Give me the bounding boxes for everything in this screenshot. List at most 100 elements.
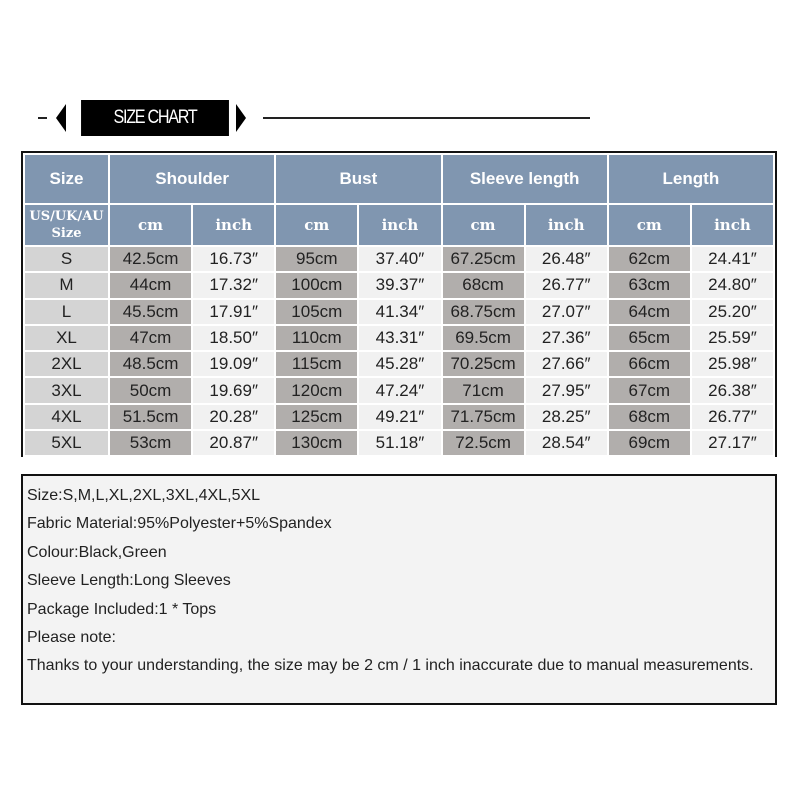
note-line: Size:S,M,L,XL,2XL,3XL,4XL,5XL — [27, 487, 261, 504]
size-cell: 2XL — [23, 350, 110, 379]
cm-cell: 115cm — [274, 350, 360, 379]
cm-cell: 72.5cm — [440, 429, 526, 458]
cm-cell: 67cm — [606, 376, 692, 405]
inch-cell: 25.98″ — [689, 350, 776, 379]
inch-cell: 51.18″ — [357, 429, 443, 458]
subheader-size-label: Size — [51, 226, 82, 241]
cm-cell: 110cm — [274, 323, 360, 353]
size-cell: M — [23, 271, 110, 300]
cm-cell: 53cm — [107, 429, 194, 458]
inch-cell: 16.73″ — [191, 244, 277, 274]
subheader-row: US/UK/AU Size cm inch cm inch cm inch cm … — [23, 203, 776, 247]
inch-cell: 27.66″ — [523, 350, 609, 379]
table-row: L 45.5cm 17.91″ 105cm 41.34″ 68.75cm 27.07″ 64c… — [23, 297, 776, 326]
cm-cell: 69cm — [606, 429, 692, 458]
inch-cell: 19.09″ — [191, 350, 277, 379]
inch-cell: 17.32″ — [191, 271, 277, 300]
cm-cell: 120cm — [274, 376, 360, 405]
cm-cell: 71.75cm — [440, 402, 526, 432]
inch-cell: 28.25″ — [523, 402, 609, 432]
cm-cell: 68cm — [606, 402, 692, 432]
inch-cell: 28.54″ — [523, 429, 609, 458]
inch-cell: 20.28″ — [191, 402, 277, 432]
inch-cell: 25.59″ — [689, 323, 776, 353]
note-line: Sleeve Length:Long Sleeves — [27, 572, 231, 590]
inch-cell: 24.41″ — [689, 244, 776, 274]
cm-cell: 69.5cm — [440, 323, 526, 353]
cm-cell: 65cm — [606, 323, 692, 353]
header-bust: Bust — [274, 153, 443, 205]
inch-cell: 26.77″ — [523, 271, 609, 300]
note-line: Fabric Material:95%Polyester+5%Spandex — [27, 515, 332, 533]
table-row: XL 47cm 18.50″ 110cm 43.31″ 69.5cm 27.36″ 65cm 2… — [23, 323, 776, 353]
cm-cell: 71cm — [440, 376, 526, 405]
inch-cell: 39.37″ — [357, 271, 443, 300]
subheader-cm: cm — [440, 203, 526, 247]
subheader-inch: inch — [523, 203, 609, 247]
inch-cell: 20.87″ — [191, 429, 277, 458]
size-chart-table: Size Shoulder Bust Sleeve length Length … — [21, 151, 777, 458]
subheader-cm: cm — [606, 203, 692, 247]
table-body: S 42.5cm 16.73″ 95cm 37.40″ 67.25cm 26.48″ 62cm… — [23, 244, 776, 458]
inch-cell: 25.20″ — [689, 297, 776, 326]
inch-cell: 27.07″ — [523, 297, 609, 326]
subheader-inch: inch — [191, 203, 277, 247]
table-row: M 44cm 17.32″ 100cm 39.37″ 68cm 26.77″ 63cm 24.8… — [23, 271, 776, 300]
cm-cell: 130cm — [274, 429, 360, 458]
inch-cell: 26.77″ — [689, 402, 776, 432]
cm-cell: 44cm — [107, 271, 194, 300]
cm-cell: 64cm — [606, 297, 692, 326]
subheader-size: US/UK/AU Size — [23, 203, 110, 247]
cm-cell: 62cm — [606, 244, 692, 274]
inch-cell: 24.80″ — [689, 271, 776, 300]
cm-cell: 48.5cm — [107, 350, 194, 379]
cm-cell: 100cm — [274, 271, 360, 300]
inch-cell: 26.48″ — [523, 244, 609, 274]
subheader-inch: inch — [689, 203, 776, 247]
header-shoulder: Shoulder — [107, 153, 277, 205]
inch-cell: 47.24″ — [357, 376, 443, 405]
cm-cell: 47cm — [107, 323, 194, 353]
note-line: Colour:Black,Green — [27, 543, 167, 561]
subheader-size-region: US/UK/AU — [29, 209, 104, 224]
header-length: Length — [606, 153, 776, 205]
inch-cell: 19.69″ — [191, 376, 277, 405]
cm-cell: 50cm — [107, 376, 194, 405]
table-row: S 42.5cm 16.73″ 95cm 37.40″ 67.25cm 26.48″ 62cm… — [23, 244, 776, 274]
banner-dash — [38, 117, 47, 119]
cm-cell: 68.75cm — [440, 297, 526, 326]
subheader-cm: cm — [107, 203, 194, 247]
inch-cell: 18.50″ — [191, 323, 277, 353]
table-row: 5XL 53cm 20.87″ 130cm 51.18″ 72.5cm 28.54″ 69cm… — [23, 429, 776, 458]
table-row: 2XL 48.5cm 19.09″ 115cm 45.28″ 70.25cm 27.66″ 6… — [23, 350, 776, 379]
cm-cell: 68cm — [440, 271, 526, 300]
subheader-cm: cm — [274, 203, 360, 247]
cm-cell: 66cm — [606, 350, 692, 379]
inch-cell: 27.95″ — [523, 376, 609, 405]
product-notes: Size:S,M,L,XL,2XL,3XL,4XL,5XL Fabric Mate… — [21, 474, 777, 705]
size-cell: 4XL — [23, 402, 110, 432]
inch-cell: 27.36″ — [523, 323, 609, 353]
cm-cell: 63cm — [606, 271, 692, 300]
table-row: 4XL 51.5cm 20.28″ 125cm 49.21″ 71.75cm 28.25″ 6… — [23, 402, 776, 432]
inch-cell: 41.34″ — [357, 297, 443, 326]
inch-cell: 37.40″ — [357, 244, 443, 274]
note-line: Please note: — [27, 628, 116, 646]
inch-cell: 49.21″ — [357, 402, 443, 432]
subheader-inch: inch — [357, 203, 443, 247]
size-chart-banner: SIZE CHART — [81, 100, 229, 136]
inch-cell: 27.17″ — [689, 429, 776, 458]
inch-cell: 17.91″ — [191, 297, 277, 326]
table-row: 3XL 50cm 19.69″ 120cm 47.24″ 71cm 27.95″ 67cm 26… — [23, 376, 776, 405]
header-sleeve-length: Sleeve length — [440, 153, 609, 205]
size-cell: S — [23, 244, 110, 274]
header-row: Size Shoulder Bust Sleeve length Length — [23, 153, 776, 205]
cm-cell: 95cm — [274, 244, 360, 274]
size-cell: L — [23, 297, 110, 326]
note-line: Package Included:1 * Tops — [27, 600, 217, 618]
banner-ribbon-left — [56, 104, 66, 132]
cm-cell: 67.25cm — [440, 244, 526, 274]
inch-cell: 45.28″ — [357, 350, 443, 379]
size-cell: XL — [23, 323, 110, 353]
cm-cell: 125cm — [274, 402, 360, 432]
